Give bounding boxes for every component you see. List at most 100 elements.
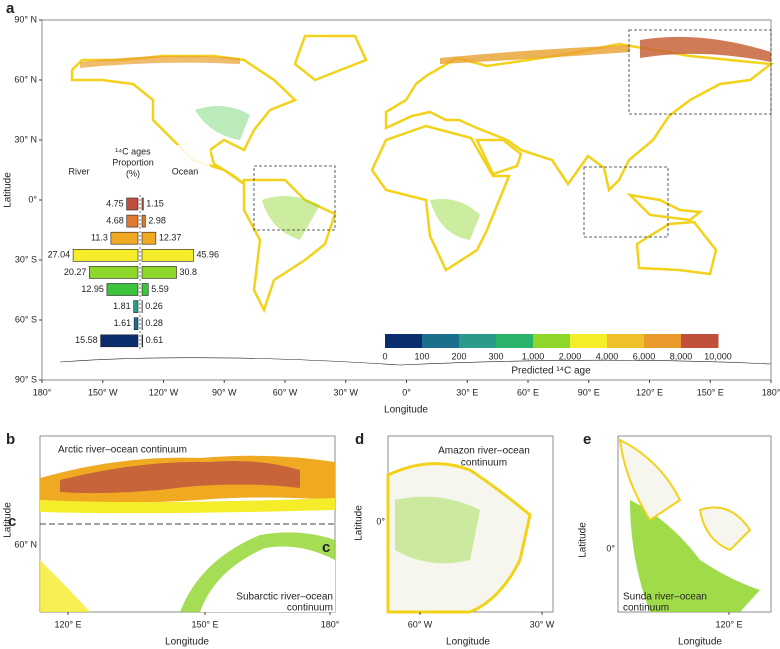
ocean-value-label: 12.37: [159, 233, 182, 243]
panel-label: b: [6, 431, 15, 448]
river-bar: [110, 231, 139, 245]
river-value-label: 4.68: [106, 215, 124, 225]
colorbar-label: 100: [414, 351, 429, 361]
x-tick-label: 150° E: [191, 619, 218, 629]
section-marker: c: [8, 513, 16, 530]
colorbar-swatch: [496, 334, 534, 348]
y-tick-label: 60° S: [15, 314, 37, 324]
y-axis-title: Latitude: [3, 502, 14, 538]
river-value-label: 1.61: [114, 318, 132, 328]
river-bar: [72, 249, 139, 262]
panel-title: continuum: [461, 458, 507, 469]
sunda-map: [617, 435, 772, 613]
y-tick-label: 30° S: [15, 254, 37, 264]
x-axis-title: Longitude: [165, 637, 209, 648]
inset-right-label: Ocean: [172, 166, 199, 176]
inset-title: Proportion: [112, 157, 154, 167]
ocean-bar: [141, 197, 144, 211]
ocean-bar: [141, 249, 194, 262]
river-bar: [126, 197, 139, 211]
x-tick-label: 0°: [402, 387, 411, 397]
x-tick-label: 180°: [762, 387, 780, 397]
y-tick-label: 60° N: [14, 74, 37, 84]
river-value-label: 15.58: [75, 335, 98, 345]
x-tick-label: 120° E: [636, 387, 663, 397]
x-tick-label: 180°: [33, 387, 52, 397]
river-value-label: 1.81: [113, 301, 131, 311]
x-tick-label: 60° W: [273, 387, 298, 397]
river-bar: [106, 283, 139, 296]
ocean-bar: [141, 266, 177, 279]
section-marker: c: [322, 539, 330, 556]
colorbar-label: 6,000: [633, 351, 656, 361]
panel-title: Arctic river–ocean continuum: [58, 445, 187, 456]
ocean-bar: [141, 231, 157, 245]
ocean-bar: [141, 283, 149, 296]
y-tick-label: 0°: [376, 516, 385, 526]
ocean-value-label: 1.15: [146, 198, 164, 208]
arctic-map: [39, 435, 336, 613]
ocean-value-label: 30.8: [179, 267, 197, 277]
x-tick-label: 90° E: [578, 387, 600, 397]
amazon-map: [386, 435, 554, 614]
x-tick-label: 150° E: [697, 387, 724, 397]
x-axis-title: Longitude: [384, 405, 428, 416]
river-bar: [89, 266, 139, 279]
river-value-label: 27.04: [48, 250, 71, 260]
river-value-label: 20.27: [64, 267, 87, 277]
x-axis-title: Longitude: [446, 637, 490, 648]
y-axis-title: Latitude: [578, 522, 589, 558]
colorbar-swatch: [385, 334, 423, 348]
colorbar-swatch: [607, 334, 645, 348]
inset-left-label: River: [68, 166, 89, 176]
river-bar: [100, 334, 139, 348]
colorbar-swatch: [570, 334, 608, 348]
y-tick-label: 30° N: [14, 134, 37, 144]
colorbar-label: 1,000: [522, 351, 545, 361]
panel-title: Sunda river–ocean: [623, 592, 707, 603]
panel-label: e: [583, 431, 591, 448]
ocean-value-label: 0.61: [146, 335, 164, 345]
colorbar-swatch: [681, 334, 719, 348]
ocean-value-label: 5.59: [151, 284, 169, 294]
colorbar-swatch: [459, 334, 497, 348]
river-value-label: 12.95: [81, 284, 104, 294]
y-tick-label: 90° S: [15, 374, 37, 384]
panel-title: Amazon river–ocean: [438, 446, 530, 457]
x-tick-label: 30° W: [530, 619, 555, 629]
colorbar-label: 10,000: [704, 351, 732, 361]
ocean-bar: [141, 214, 146, 228]
inset-title: (%): [126, 168, 140, 178]
colorbar-label: 0: [382, 351, 387, 361]
colorbar-label: 8,000: [670, 351, 693, 361]
inset-title: ¹⁴C ages: [115, 146, 151, 156]
ocean-value-label: 0.26: [145, 301, 163, 311]
ocean-value-label: 2.98: [148, 215, 166, 225]
y-tick-label: 90° N: [14, 14, 37, 24]
colorbar-label: 300: [488, 351, 503, 361]
x-tick-label: 90° W: [212, 387, 237, 397]
inset-bg: [60, 145, 210, 350]
panel-subtitle: continuum: [287, 603, 333, 614]
y-tick-label: 0°: [606, 543, 615, 553]
x-tick-label: 30° W: [333, 387, 358, 397]
y-tick-label: 60° N: [14, 539, 37, 549]
y-axis-title: Latitude: [354, 505, 365, 541]
ocean-value-label: 0.28: [145, 318, 163, 328]
colorbar-label: 4,000: [596, 351, 619, 361]
colorbar-label: 200: [451, 351, 466, 361]
panel-label: d: [355, 431, 364, 448]
panel-subtitle: Subarctic river–ocean: [236, 592, 333, 603]
river-bar: [133, 300, 139, 313]
x-tick-label: 120° E: [715, 619, 742, 629]
x-tick-label: 150° W: [88, 387, 118, 397]
colorbar-title: Predicted ¹⁴C age: [511, 366, 591, 377]
colorbar-label: 2,000: [559, 351, 582, 361]
x-axis-title: Longitude: [678, 637, 722, 648]
x-tick-label: 120° W: [149, 387, 179, 397]
colorbar-swatch: [422, 334, 460, 348]
y-axis-title: Latitude: [3, 172, 14, 208]
ocean-bar: [141, 334, 143, 348]
x-tick-label: 120° E: [54, 619, 81, 629]
